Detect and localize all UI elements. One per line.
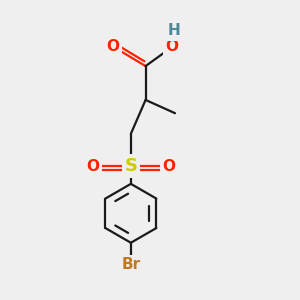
Text: O: O: [166, 39, 178, 54]
Text: O: O: [163, 159, 176, 174]
Text: O: O: [107, 39, 120, 54]
Text: S: S: [124, 157, 137, 175]
Text: O: O: [86, 159, 99, 174]
Text: Br: Br: [121, 257, 140, 272]
Text: H: H: [167, 23, 180, 38]
